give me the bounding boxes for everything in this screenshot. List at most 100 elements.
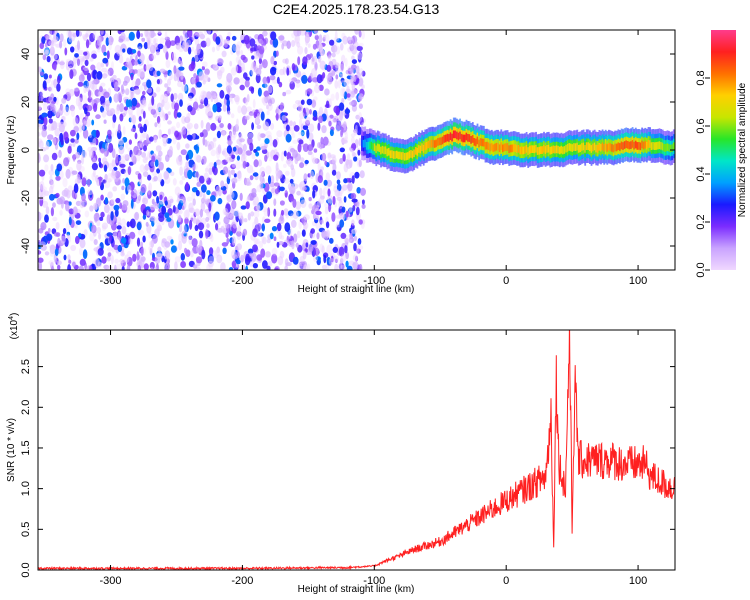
- noise-cell: [361, 70, 366, 77]
- y-tick-label: 0.5: [20, 522, 32, 537]
- noise-cell: [319, 49, 325, 56]
- noise-cell: [343, 238, 349, 243]
- noise-cell: [350, 76, 354, 86]
- noise-cell: [211, 46, 216, 53]
- noise-cell: [338, 262, 343, 270]
- noise-cell: [225, 94, 230, 100]
- noise-cell: [205, 208, 209, 216]
- noise-cell: [101, 67, 108, 73]
- noise-cell: [112, 231, 119, 240]
- noise-cell: [50, 207, 55, 217]
- signal-cell: [622, 142, 624, 150]
- noise-cell: [76, 58, 81, 66]
- noise-cell: [222, 247, 227, 254]
- noise-cell: [45, 206, 50, 215]
- signal-cell: [495, 142, 498, 151]
- noise-cell: [120, 84, 124, 93]
- noise-cell: [329, 129, 334, 137]
- noise-cell: [152, 190, 158, 197]
- noise-cell: [147, 103, 152, 112]
- noise-cell: [63, 106, 70, 117]
- noise-cell: [331, 156, 337, 165]
- signal-cell: [506, 143, 509, 151]
- signal-cell: [502, 144, 504, 153]
- noise-cell: [301, 229, 306, 237]
- noise-cell: [327, 50, 332, 59]
- noise-cell: [179, 99, 183, 107]
- noise-cell: [58, 121, 65, 129]
- noise-cell: [158, 129, 162, 139]
- noise-cell: [138, 195, 141, 202]
- noise-cell: [163, 93, 169, 104]
- noise-cell: [279, 102, 284, 112]
- noise-cell: [211, 141, 217, 149]
- noise-cell: [159, 68, 166, 74]
- noise-cell: [56, 260, 62, 266]
- noise-cell: [239, 84, 245, 91]
- noise-cell: [320, 195, 325, 200]
- noise-cell: [79, 112, 85, 120]
- noise-cell: [282, 91, 287, 97]
- signal-cell: [441, 136, 444, 145]
- noise-cell: [313, 148, 318, 153]
- noise-cell: [195, 189, 200, 197]
- noise-cell: [194, 171, 200, 178]
- signal-cell: [373, 143, 376, 152]
- noise-cell: [103, 164, 108, 172]
- noise-cell: [88, 133, 93, 139]
- signal-cell: [503, 143, 506, 152]
- noise-cell: [318, 106, 324, 116]
- noise-cell: [119, 202, 123, 210]
- noise-cell: [231, 163, 237, 168]
- noise-cell: [122, 48, 126, 53]
- noise-cell: [165, 154, 170, 162]
- noise-cell: [65, 58, 72, 65]
- noise-cell: [142, 171, 149, 178]
- noise-cell: [107, 129, 112, 137]
- noise-cell: [341, 54, 346, 64]
- noise-cell: [358, 137, 362, 147]
- noise-cell: [302, 186, 307, 191]
- noise-cell: [200, 119, 204, 129]
- noise-cell: [268, 157, 272, 162]
- noise-cell: [329, 39, 335, 46]
- signal-cell: [509, 144, 512, 153]
- noise-cell: [332, 117, 337, 123]
- noise-cell: [358, 103, 363, 109]
- noise-cell: [149, 247, 153, 256]
- signal-cell: [619, 143, 621, 151]
- noise-cell: [49, 185, 54, 194]
- noise-cell: [224, 152, 230, 163]
- noise-cell: [291, 63, 296, 71]
- noise-cell: [79, 125, 85, 131]
- noise-cell: [262, 121, 270, 131]
- noise-cell: [288, 229, 292, 240]
- noise-cell: [252, 172, 259, 177]
- noise-cell: [149, 261, 155, 270]
- noise-cell: [231, 190, 238, 201]
- noise-cell: [257, 33, 264, 44]
- noise-cell: [255, 117, 260, 124]
- noise-cell: [343, 178, 348, 184]
- signal-cell: [483, 138, 485, 147]
- noise-cell: [229, 95, 233, 102]
- noise-cell: [59, 61, 65, 66]
- noise-cell: [260, 111, 265, 121]
- noise-cell: [176, 121, 181, 129]
- noise-cell: [79, 247, 83, 256]
- noise-cell: [139, 139, 143, 148]
- noise-cell: [231, 35, 237, 41]
- noise-cell: [270, 56, 275, 65]
- signal-cell: [422, 145, 425, 153]
- noise-cell: [242, 143, 247, 152]
- noise-cell: [132, 49, 137, 54]
- noise-cell: [63, 131, 69, 141]
- noise-cell: [216, 107, 222, 113]
- noise-cell: [57, 237, 61, 246]
- noise-cell: [345, 251, 349, 260]
- noise-cell: [325, 33, 330, 44]
- noise-cell: [258, 241, 264, 249]
- noise-cell: [128, 117, 133, 123]
- noise-cell: [346, 93, 351, 98]
- noise-cell: [262, 236, 267, 245]
